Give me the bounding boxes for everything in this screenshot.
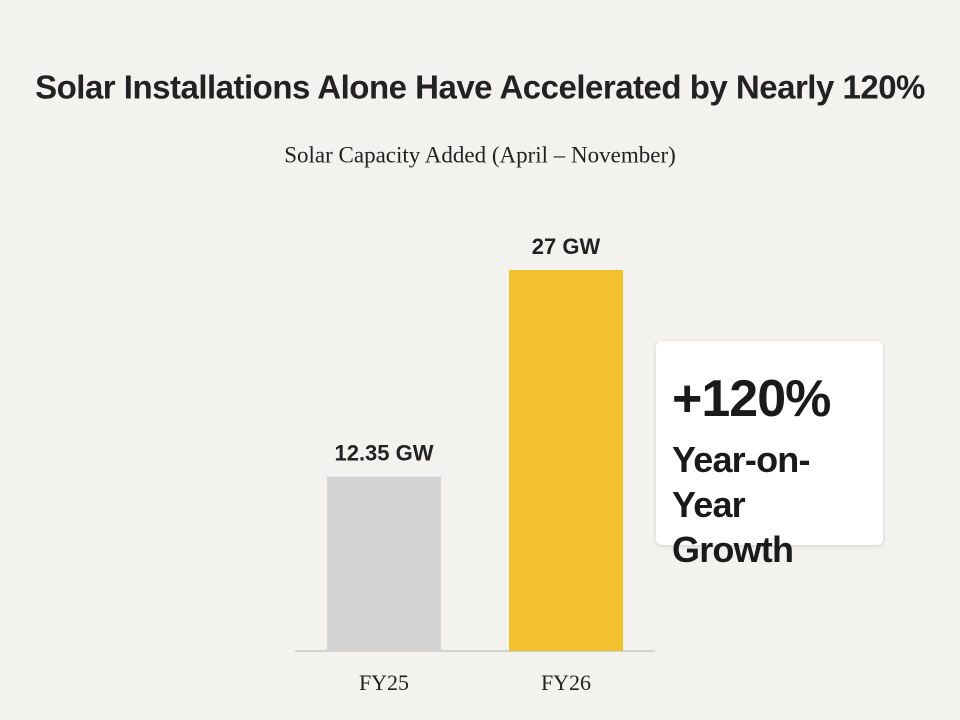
x-tick-label: FY26 [541, 670, 591, 695]
x-tick-label: FY25 [359, 670, 409, 695]
chart-subtitle: Solar Capacity Added (April – November) [284, 142, 676, 167]
growth-callout: +120% Year-on-Year Growth [656, 341, 883, 570]
bar [327, 476, 441, 651]
callout-value: +120% [672, 370, 831, 428]
value-label: 27 GW [532, 234, 601, 259]
chart-title: Solar Installations Alone Have Accelerat… [35, 69, 925, 106]
value-label: 12.35 GW [334, 441, 433, 466]
bar [509, 270, 623, 651]
callout-text: Year-on-Year Growth [672, 439, 810, 570]
